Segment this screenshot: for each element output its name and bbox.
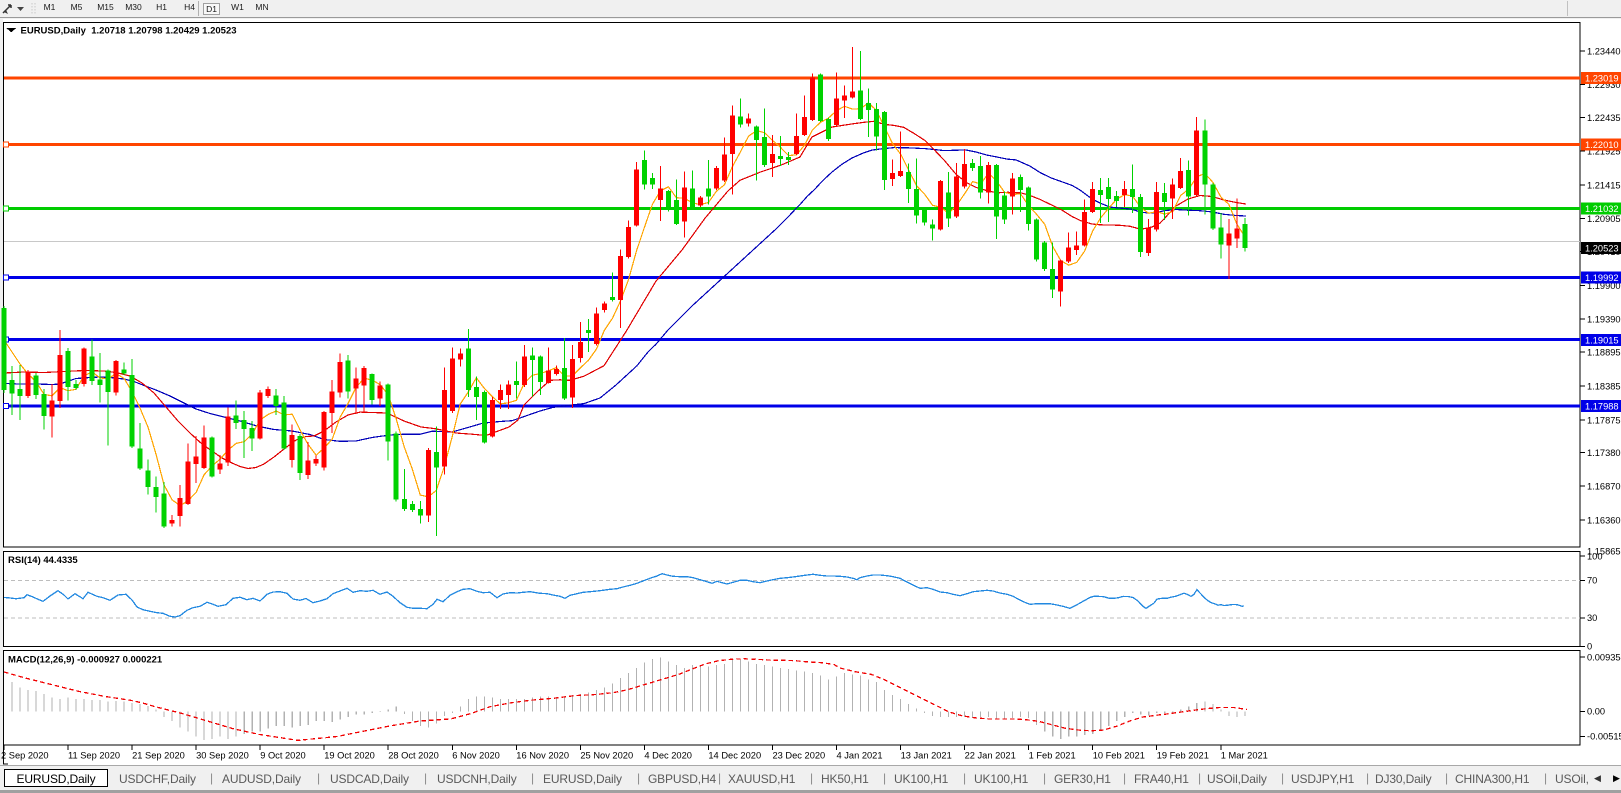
svg-text:16 Nov 2020: 16 Nov 2020 xyxy=(516,751,569,761)
svg-text:1.19900: 1.19900 xyxy=(1587,281,1621,291)
svg-text:1.21415: 1.21415 xyxy=(1587,180,1621,190)
svg-text:1.19992: 1.19992 xyxy=(1585,273,1619,283)
svg-text:1.23440: 1.23440 xyxy=(1587,46,1621,56)
svg-text:-0.005150: -0.005150 xyxy=(1587,732,1621,742)
svg-text:4 Dec 2020: 4 Dec 2020 xyxy=(644,751,692,761)
svg-text:30: 30 xyxy=(1587,613,1597,623)
svg-text:21 Sep 2020: 21 Sep 2020 xyxy=(132,751,185,761)
svg-text:0.009354: 0.009354 xyxy=(1587,652,1621,662)
svg-text:1.21032: 1.21032 xyxy=(1585,204,1619,214)
svg-text:1.22930: 1.22930 xyxy=(1587,80,1621,90)
svg-text:1.18385: 1.18385 xyxy=(1587,381,1621,391)
svg-text:22 Jan 2021: 22 Jan 2021 xyxy=(965,751,1016,761)
svg-text:19 Feb 2021: 19 Feb 2021 xyxy=(1157,751,1209,761)
svg-text:1.18895: 1.18895 xyxy=(1587,347,1621,357)
svg-text:13 Jan 2021: 13 Jan 2021 xyxy=(901,751,952,761)
svg-text:1.20523: 1.20523 xyxy=(1585,243,1619,253)
svg-text:1.17875: 1.17875 xyxy=(1587,415,1621,425)
svg-text:1 Feb 2021: 1 Feb 2021 xyxy=(1029,751,1076,761)
svg-text:4 Jan 2021: 4 Jan 2021 xyxy=(837,751,883,761)
svg-text:1 Mar 2021: 1 Mar 2021 xyxy=(1221,751,1268,761)
svg-text:6 Nov 2020: 6 Nov 2020 xyxy=(452,751,500,761)
svg-text:1.20905: 1.20905 xyxy=(1587,214,1621,224)
svg-text:RSI(14) 44.4335: RSI(14) 44.4335 xyxy=(8,555,78,566)
svg-text:0.00: 0.00 xyxy=(1587,707,1605,717)
svg-text:1.22010: 1.22010 xyxy=(1585,140,1619,150)
svg-text:1.22435: 1.22435 xyxy=(1587,113,1621,123)
svg-text:25 Nov 2020: 25 Nov 2020 xyxy=(580,751,633,761)
svg-text:1.17380: 1.17380 xyxy=(1587,448,1621,458)
svg-text:9 Oct 2020: 9 Oct 2020 xyxy=(260,751,305,761)
svg-text:1.19390: 1.19390 xyxy=(1587,314,1621,324)
svg-text:1.16360: 1.16360 xyxy=(1587,515,1621,525)
svg-text:19 Oct 2020: 19 Oct 2020 xyxy=(324,751,375,761)
svg-text:1.16870: 1.16870 xyxy=(1587,481,1621,491)
svg-text:2 Sep 2020: 2 Sep 2020 xyxy=(1,751,49,761)
svg-text:28 Oct 2020: 28 Oct 2020 xyxy=(388,751,439,761)
svg-text:1.23019: 1.23019 xyxy=(1585,73,1619,83)
svg-text:0: 0 xyxy=(1587,642,1592,652)
svg-text:10 Feb 2021: 10 Feb 2021 xyxy=(1093,751,1145,761)
svg-text:30 Sep 2020: 30 Sep 2020 xyxy=(196,751,249,761)
svg-text:100: 100 xyxy=(1587,551,1603,561)
svg-text:1.17988: 1.17988 xyxy=(1585,401,1619,411)
svg-text:MACD(12,26,9) -0.000927 0.0002: MACD(12,26,9) -0.000927 0.000221 xyxy=(8,655,163,666)
svg-text:70: 70 xyxy=(1587,576,1597,586)
svg-text:EURUSD,Daily 1.20718 1.20798: EURUSD,Daily 1.20718 1.20798 1.20429 1.2… xyxy=(21,26,237,37)
svg-text:11 Sep 2020: 11 Sep 2020 xyxy=(68,751,120,761)
svg-text:14 Dec 2020: 14 Dec 2020 xyxy=(708,751,761,761)
svg-text:1.21925: 1.21925 xyxy=(1587,146,1621,156)
svg-text:1.15865: 1.15865 xyxy=(1587,546,1621,556)
svg-text:23 Dec 2020: 23 Dec 2020 xyxy=(773,751,826,761)
svg-text:1.19015: 1.19015 xyxy=(1585,335,1619,345)
